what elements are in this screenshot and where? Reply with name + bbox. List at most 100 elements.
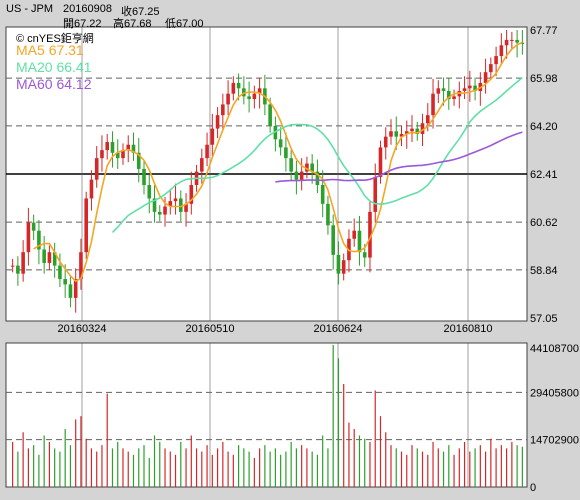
- candle-body: [10, 265, 15, 267]
- candle-body: [294, 171, 299, 180]
- candle-body: [331, 225, 335, 255]
- open-label: 開: [63, 18, 74, 30]
- ma20-line: [111, 76, 523, 233]
- x-tick-label: 20160810: [444, 323, 493, 335]
- close-value: 67.25: [132, 6, 160, 18]
- candle-body: [504, 39, 509, 46]
- candle-body: [310, 163, 314, 172]
- volume-tick-label: 44108700: [530, 343, 579, 355]
- candle-body: [352, 230, 357, 239]
- volume-bars: [12, 345, 523, 487]
- candle-body: [389, 131, 393, 137]
- candle-body: [336, 254, 341, 274]
- candle-body: [268, 104, 272, 126]
- candle-body: [231, 82, 236, 94]
- header-open: 開67.22: [63, 15, 102, 31]
- legend-ma20: MA20 66.41: [16, 59, 92, 75]
- candle-body: [378, 147, 383, 177]
- legend-ma5: MA5 67.31: [16, 42, 84, 58]
- candle-body: [84, 198, 88, 253]
- candle-body: [215, 115, 220, 129]
- candle-body: [126, 144, 131, 151]
- candle-body: [168, 201, 173, 207]
- low-label: 低: [165, 18, 176, 30]
- x-tick-label: 20160624: [314, 323, 363, 335]
- candle-body: [247, 96, 251, 100]
- volume-tick-label: 14702900: [530, 435, 579, 447]
- candle-body: [383, 136, 388, 148]
- open-value: 67.22: [74, 18, 102, 30]
- candle-body: [320, 185, 325, 204]
- candle-body: [58, 265, 62, 280]
- candle-body: [131, 144, 136, 153]
- candle-body: [357, 230, 362, 253]
- candle-body: [178, 198, 183, 212]
- candle-body: [205, 144, 209, 159]
- candle-body: [47, 252, 52, 263]
- candle-body: [221, 104, 225, 116]
- moving-averages: [33, 41, 523, 283]
- candle-body: [520, 42, 525, 44]
- candle-body: [157, 211, 162, 215]
- candle-body: [305, 163, 309, 172]
- header-high: 高67.68: [113, 15, 152, 31]
- header-low: 低67.00: [165, 15, 204, 31]
- candle-body: [499, 45, 504, 57]
- legend-ma5-value: 67.31: [48, 42, 84, 58]
- candle-body: [16, 265, 20, 274]
- candle-body: [136, 152, 141, 169]
- candle-body: [284, 147, 288, 159]
- candle-body: [105, 142, 110, 151]
- legend-ma60-label: MA60: [16, 76, 53, 92]
- candle-body: [404, 131, 409, 134]
- candle-body: [21, 252, 25, 274]
- price-tick-label: 65.98: [530, 73, 558, 85]
- candle-body: [37, 230, 41, 250]
- candle-body: [147, 185, 152, 199]
- candle-body: [410, 128, 414, 132]
- x-tick-label: 20160324: [58, 323, 107, 335]
- low-value: 67.00: [176, 18, 204, 30]
- x-tick-label: 20160510: [186, 323, 235, 335]
- candle-body: [394, 131, 399, 137]
- legend-ma60: MA60 64.12: [16, 76, 92, 92]
- price-tick-label: 60.62: [530, 217, 558, 229]
- candle-body: [94, 158, 99, 180]
- candle-body: [26, 222, 31, 253]
- candle-body: [399, 133, 404, 137]
- price-tick-label: 57.05: [530, 313, 558, 325]
- candle-body: [425, 115, 430, 124]
- candle-body: [299, 171, 304, 180]
- candle-body: [210, 128, 215, 145]
- candle-body: [200, 158, 204, 172]
- candle-body: [436, 88, 441, 94]
- candle-body: [373, 176, 378, 212]
- candle-body: [100, 150, 104, 159]
- candle-body: [462, 88, 467, 91]
- candle-body: [42, 249, 46, 263]
- candle-body: [79, 252, 83, 280]
- volume-panel: [5, 342, 528, 488]
- candle-body: [289, 158, 293, 172]
- legend-ma60-value: 64.12: [56, 76, 92, 92]
- candle-body: [73, 279, 78, 298]
- candle-body: [452, 96, 456, 100]
- candle-body: [142, 168, 146, 186]
- candlesticks: [10, 30, 525, 313]
- ma60-line: [275, 131, 523, 183]
- candle-body: [184, 203, 188, 212]
- price-tick-label: 67.77: [530, 25, 558, 37]
- candle-body: [483, 72, 488, 83]
- close-label: 收: [121, 6, 132, 18]
- candle-body: [110, 142, 115, 153]
- candle-body: [510, 39, 514, 41]
- candle-body: [63, 279, 67, 285]
- price-tick-label: 64.20: [530, 121, 558, 133]
- candle-body: [189, 185, 194, 204]
- candle-body: [468, 85, 472, 89]
- candle-body: [257, 88, 262, 94]
- candle-body: [121, 150, 125, 159]
- legend-ma5-label: MA5: [16, 42, 45, 58]
- candle-body: [115, 152, 120, 159]
